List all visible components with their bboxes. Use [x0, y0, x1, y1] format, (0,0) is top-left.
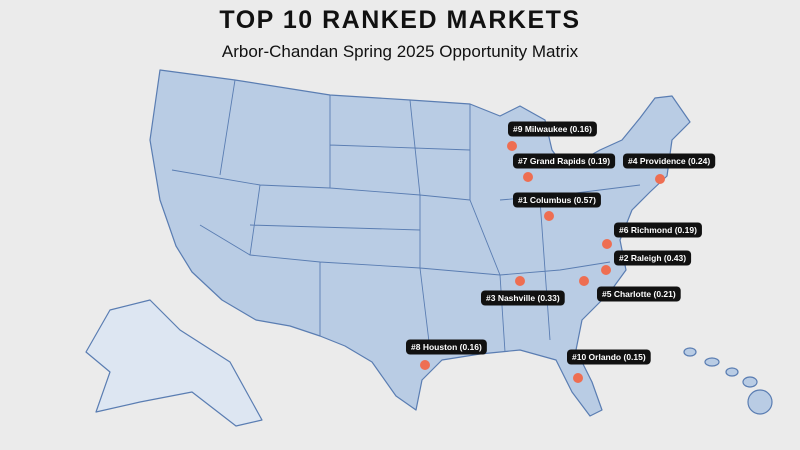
market-dot: [515, 276, 525, 286]
label-box: [614, 222, 702, 238]
hawaii: [683, 347, 773, 415]
label-box: [508, 121, 597, 137]
label-box: [614, 250, 692, 266]
market-dot: [602, 239, 612, 249]
state-lines: [171, 79, 641, 353]
market-dot: [420, 360, 430, 370]
market-label: #8 Houston (0.16): [411, 342, 482, 352]
market-marker: #1 Columbus (0.57): [513, 192, 601, 221]
market-label: #7 Grand Rapids (0.19): [518, 156, 610, 166]
market-label: #2 Raleigh (0.43): [619, 253, 686, 263]
market-dot: [507, 141, 517, 151]
label-box: [513, 153, 616, 169]
market-dot: [579, 276, 589, 286]
label-box: [481, 290, 565, 306]
market-marker: #6 Richmond (0.19): [602, 222, 702, 249]
subtitle: Arbor-Chandan Spring 2025 Opportunity Ma…: [222, 42, 579, 61]
market-dot: [523, 172, 533, 182]
market-dot: [573, 373, 583, 383]
label-box: [623, 153, 716, 169]
market-marker: #8 Houston (0.16): [406, 339, 487, 370]
label-box: [406, 339, 487, 355]
market-label: #10 Orlando (0.15): [572, 352, 646, 362]
label-box: [567, 349, 651, 365]
market-marker: #9 Milwaukee (0.16): [507, 121, 597, 151]
market-marker: #4 Providence (0.24): [623, 153, 716, 184]
market-marker: #7 Grand Rapids (0.19): [513, 153, 616, 182]
market-marker: #10 Orlando (0.15): [567, 349, 651, 383]
market-label: #5 Charlotte (0.21): [602, 289, 676, 299]
market-label: #6 Richmond (0.19): [619, 225, 697, 235]
alaska: [85, 299, 263, 427]
label-box: [597, 286, 681, 302]
market-marker: #5 Charlotte (0.21): [579, 276, 681, 302]
market-label: #3 Nashville (0.33): [486, 293, 560, 303]
market-label: #1 Columbus (0.57): [518, 195, 596, 205]
market-marker: #3 Nashville (0.33): [481, 276, 565, 306]
label-box: [513, 192, 601, 208]
market-marker: #2 Raleigh (0.43): [601, 250, 692, 275]
market-label: #4 Providence (0.24): [628, 156, 710, 166]
market-dot: [655, 174, 665, 184]
title: TOP 10 RANKED MARKETS: [219, 6, 580, 34]
market-dot: [544, 211, 554, 221]
markers: #9 Milwaukee (0.16) #7 Grand Rapids (0.19…: [406, 121, 716, 383]
market-dot: [601, 265, 611, 275]
market-label: #9 Milwaukee (0.16): [513, 124, 592, 134]
